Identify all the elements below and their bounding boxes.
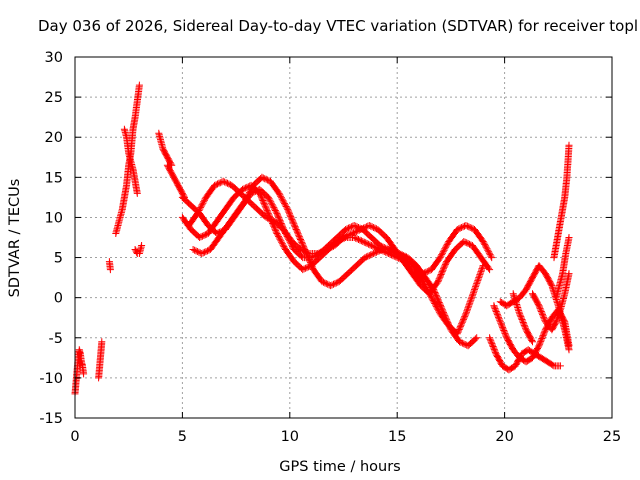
series-markers: [120, 125, 141, 197]
chart-title: Day 036 of 2026, Sidereal Day-to-day VTE…: [38, 17, 638, 35]
grid: [75, 57, 612, 418]
series-early-7: [155, 129, 176, 169]
x-tick-label: 5: [178, 429, 187, 445]
series-markers: [509, 290, 536, 346]
series-track-11: [509, 290, 536, 346]
y-tick-label: -10: [39, 371, 63, 387]
axes: 0 5 10 15 20 25 -15 -10 -5 0 5 10 15 20 25 30: [39, 50, 621, 445]
series-markers: [486, 334, 564, 374]
series-markers: [163, 161, 188, 201]
y-tick-label: 20: [45, 130, 63, 146]
x-tick-label: 15: [388, 429, 406, 445]
series-early-1: [71, 346, 88, 398]
y-tick-label: 30: [45, 50, 63, 66]
y-axis-label: SDTVAR / TECUs: [7, 179, 23, 298]
series-early-3: [105, 258, 114, 274]
series-markers: [131, 242, 146, 257]
series-track-4: [189, 173, 481, 350]
y-tick-label: 0: [54, 291, 63, 307]
series-early-6: [131, 242, 146, 257]
series-track-9: [550, 141, 573, 262]
series-track-6: [486, 334, 564, 374]
y-tick-label: 25: [45, 90, 63, 106]
series-markers: [105, 258, 114, 274]
series-markers: [529, 270, 573, 334]
x-tick-label: 0: [70, 429, 79, 445]
series-markers: [552, 234, 573, 302]
x-axis-label: GPS time / hours: [279, 459, 400, 475]
y-tick-label: 15: [45, 170, 63, 186]
x-tick-label: 25: [603, 429, 621, 445]
series-markers: [189, 173, 481, 350]
plot-frame: [74, 56, 613, 419]
y-tick-label: -5: [49, 331, 63, 347]
series-markers: [95, 338, 106, 382]
series-early-2: [95, 338, 106, 382]
series-early-8: [163, 161, 188, 201]
series-track-10: [552, 234, 573, 302]
series-markers: [71, 346, 88, 398]
x-tick-label: 20: [495, 429, 513, 445]
data-points: [71, 81, 573, 398]
series-markers: [550, 141, 573, 262]
series-track-8: [529, 270, 573, 334]
y-tick-label: 5: [54, 251, 63, 267]
y-tick-label: -15: [39, 411, 63, 427]
x-tick-label: 10: [281, 429, 299, 445]
series-early-5: [120, 125, 141, 197]
series-markers: [155, 129, 176, 169]
y-tick-label: 10: [45, 210, 63, 226]
